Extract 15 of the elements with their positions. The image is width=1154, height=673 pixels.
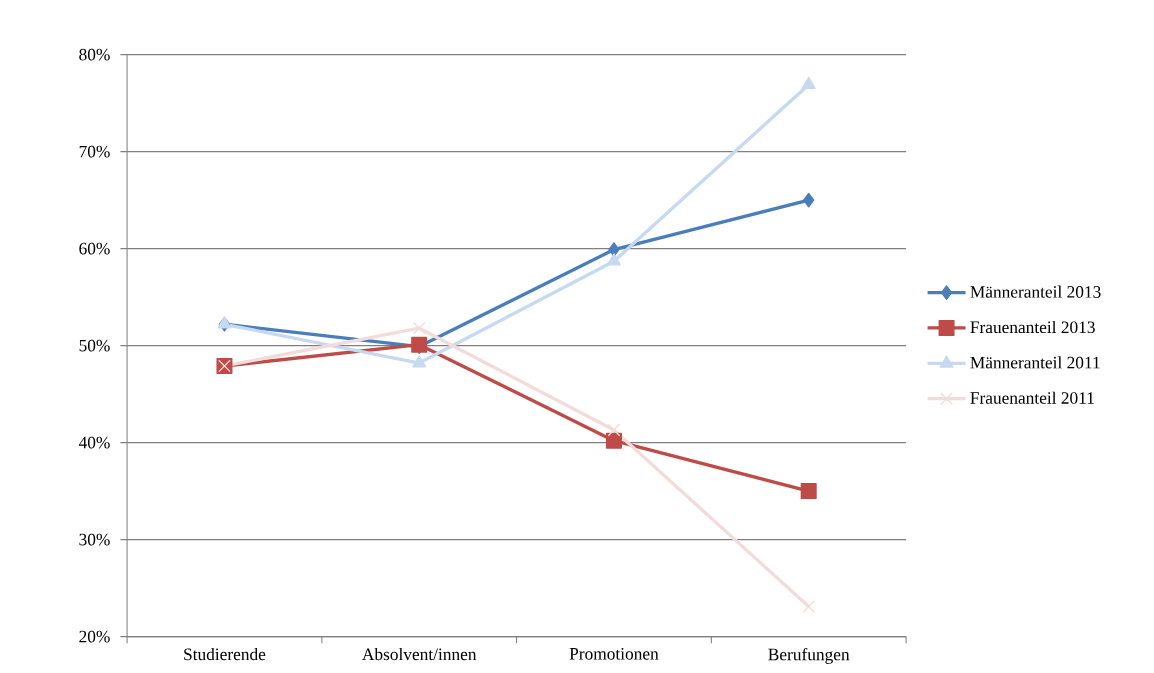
y-tick-label: 80% <box>79 48 110 61</box>
y-tick-label: 40% <box>78 436 110 449</box>
legend-label: Frauenanteil 2011 <box>970 391 1094 404</box>
y-tick-label: 70% <box>79 145 110 158</box>
y-tick-label: 30% <box>79 533 110 546</box>
x-tick-label: Absolvent/innen <box>362 647 477 661</box>
x-tick-label: Studierende <box>184 647 266 661</box>
x-tick-label: Promotionen <box>569 647 659 660</box>
y-tick-label: 20% <box>79 630 110 643</box>
x-tick-label: Berufungen <box>768 647 850 664</box>
y-tick-label: 50% <box>79 339 110 352</box>
y-tick-label: 60% <box>79 242 110 255</box>
legend-label: Frauenanteil 2013 <box>970 320 1095 334</box>
legend-label: Männeranteil 2013 <box>970 285 1101 298</box>
legend-label: Männeranteil 2011 <box>970 356 1100 369</box>
